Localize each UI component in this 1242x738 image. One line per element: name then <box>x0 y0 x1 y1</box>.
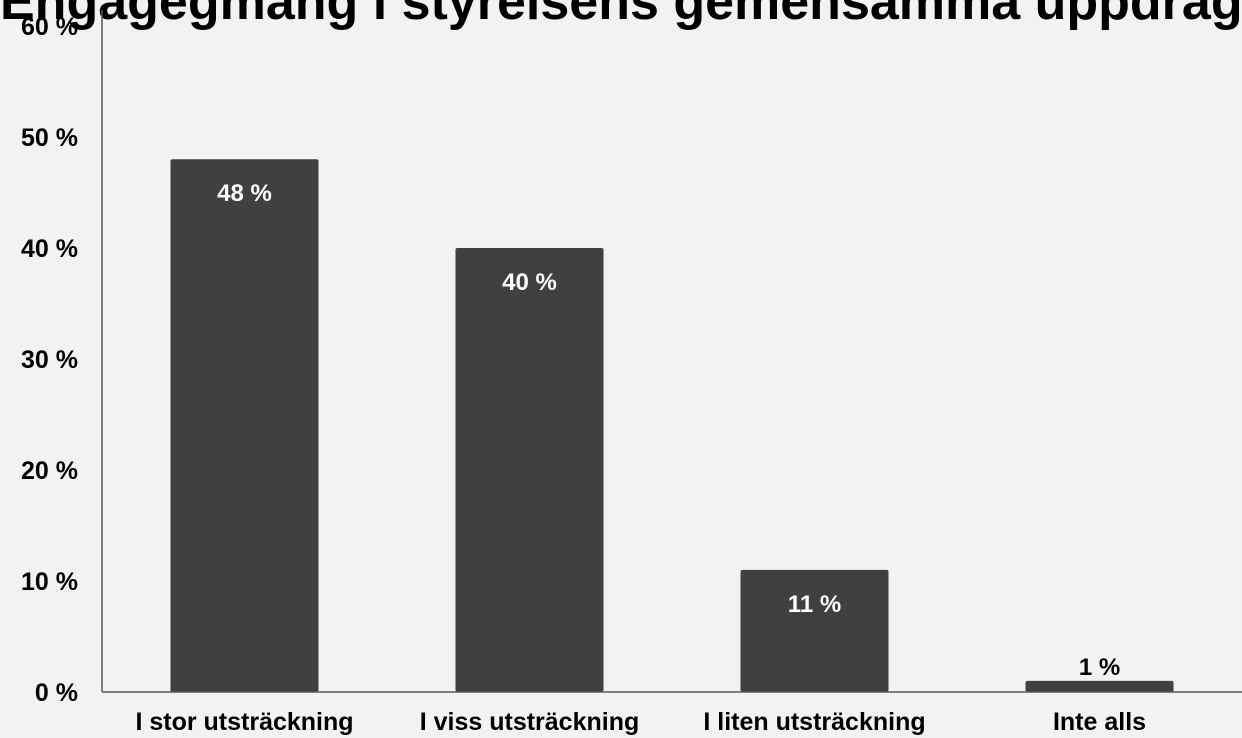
bar-value-label: 48 % <box>217 180 272 207</box>
y-tick-label: 10 % <box>21 568 78 596</box>
y-tick-label: 30 % <box>21 346 78 374</box>
y-tick-label: 60 % <box>21 13 78 41</box>
bar <box>740 569 889 692</box>
bar <box>170 159 319 692</box>
y-axis-ticks: 0 % 10 % 20 % 30 % 40 % 50 % 60 % <box>21 13 78 707</box>
y-tick-label: 40 % <box>21 235 78 263</box>
x-axis-labels: I stor utsträckning I viss utsträckning I … <box>135 708 1146 736</box>
bar-value-label: 1 % <box>1079 654 1120 681</box>
y-tick-label: 50 % <box>21 124 78 152</box>
bars <box>170 159 1174 692</box>
bar-value-labels: 48 % 40 % 11 % 1 % <box>217 180 1120 681</box>
bar-value-label: 40 % <box>502 269 557 296</box>
bar <box>1025 680 1174 692</box>
bar-value-label: 11 % <box>788 591 841 618</box>
y-tick-label: 20 % <box>21 457 78 485</box>
bar <box>455 248 604 692</box>
y-tick-label: 0 % <box>35 679 78 707</box>
chart-title: Engagegmang i styrelsens gemensamma uppd… <box>0 0 1242 31</box>
x-category-label: I viss utsträckning <box>420 708 640 736</box>
x-category-label: I stor utsträckning <box>135 708 353 736</box>
x-category-label: I liten utsträckning <box>703 708 925 736</box>
x-category-label: Inte alls <box>1053 708 1146 736</box>
